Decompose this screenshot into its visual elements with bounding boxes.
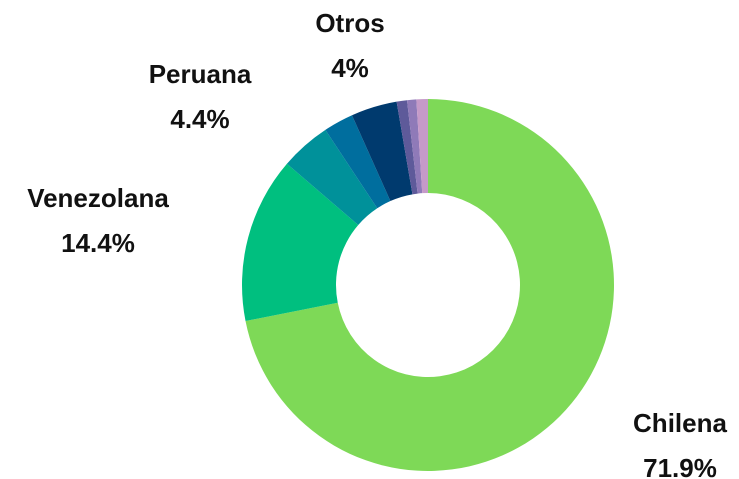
segment-value: 14.4% xyxy=(61,228,135,258)
segment-label: Peruana xyxy=(149,59,252,89)
donut-segment xyxy=(407,99,423,194)
segment-value: 4.4% xyxy=(170,104,229,134)
donut-segment xyxy=(325,115,391,209)
segment-value: 71.9% xyxy=(643,453,717,479)
segment-value: 4% xyxy=(331,53,369,83)
donut-segment xyxy=(396,100,418,195)
donut-segment xyxy=(245,99,615,472)
donut-segment xyxy=(351,101,413,202)
segment-label: Otros xyxy=(315,8,384,38)
segment-label: Venezolana xyxy=(27,183,169,213)
donut-segment xyxy=(242,163,359,322)
donut-segment xyxy=(416,99,428,194)
segment-label: Chilena xyxy=(633,408,727,438)
donut-segment xyxy=(286,129,378,226)
